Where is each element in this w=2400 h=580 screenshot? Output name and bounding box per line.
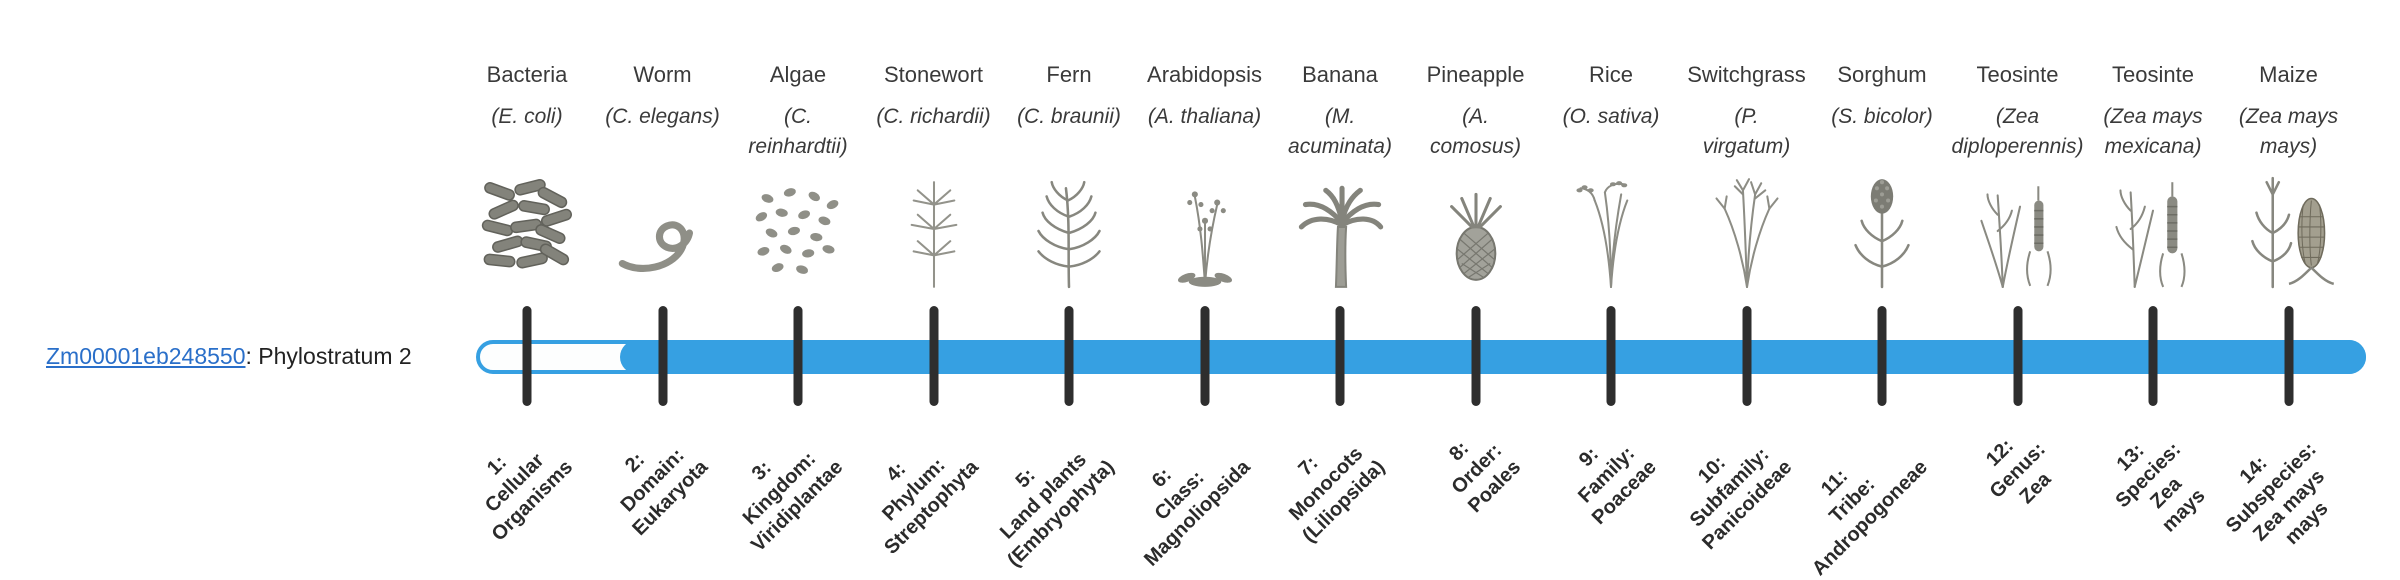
organism-name: Sorghum	[1837, 62, 1927, 87]
organism-name: Fern	[1046, 62, 1092, 87]
teosinte2-icon	[2095, 170, 2211, 292]
phylostratum-tick	[2284, 306, 2293, 406]
organism-name: Banana	[1302, 62, 1378, 87]
organism-name: Algae	[769, 62, 827, 87]
phylostratum-label: 1: Cellular Organisms	[480, 449, 577, 546]
stonewort-icon	[876, 170, 992, 292]
phylostratum-tick	[2013, 306, 2022, 406]
pineapple-icon	[1418, 170, 1534, 292]
maize-icon	[2231, 170, 2347, 292]
phylostratum-tick	[1606, 306, 1616, 406]
worm-icon	[605, 170, 721, 292]
phylostratum-tick	[1877, 306, 1887, 406]
arabidopsis-icon	[1147, 170, 1263, 292]
phylostratum-tick	[929, 306, 938, 406]
phylostratum-label: 14: Subspecies: Zea mays mays	[2221, 438, 2333, 550]
phylostratum-tick	[658, 306, 667, 406]
organism-scientific-name: (Zea mays mexicana)	[2103, 105, 2203, 159]
organism-scientific-name: (C. reinhardtii)	[748, 105, 848, 159]
phylostratum-label: 10: Subfamily: Panicoideae	[1685, 443, 1797, 555]
organism-scientific-name: (A. comosus)	[1429, 105, 1522, 159]
organism-scientific-name: (C. richardii)	[876, 105, 991, 128]
phylostratum-tick	[1742, 306, 1751, 406]
organism-name: Worm	[633, 62, 692, 87]
organism-name: Stonewort	[883, 62, 984, 87]
phylostratum-tick	[793, 306, 803, 406]
organism-name: Teosinte	[1976, 62, 2059, 87]
phylostratum-label: 3: Kingdom: Viridiplantae	[739, 447, 848, 557]
phylostratum-label: 7: Monocots (Liliopsida)	[1285, 442, 1390, 548]
fern-icon	[1011, 170, 1127, 292]
organism-scientific-name: (C. elegans)	[605, 105, 720, 128]
phylostratum-label: 4: Phylum: Streptophyta	[878, 454, 984, 559]
phylostratum-tick	[1471, 306, 1480, 406]
organism-scientific-name: (Zea diploperennis)	[1951, 105, 2084, 159]
phylostratum-tick	[2148, 306, 2158, 406]
organism-scientific-name: (P. virgatum)	[1702, 105, 1791, 159]
rice-icon	[1553, 170, 1669, 292]
phylostrata-track-fill	[620, 340, 2366, 374]
gene-label: Zm00001eb248550: Phylostratum 2	[46, 343, 412, 370]
phylostratum-label: 13: Species: Zea mays	[2111, 438, 2210, 537]
phylostratum-label: 8: Order: Poales	[1445, 437, 1526, 518]
phylostratum-label: 2: Domain: Eukaryota	[616, 444, 713, 541]
phylostratum-tick	[1200, 306, 1209, 406]
algae-icon	[740, 170, 856, 292]
banana-icon	[1282, 170, 1398, 292]
organism-name: Arabidopsis	[1147, 62, 1262, 87]
organism-name: Switchgrass	[1687, 62, 1806, 87]
phylostratum-tick	[522, 306, 532, 406]
organism-scientific-name: (O. sativa)	[1562, 105, 1660, 128]
phylostratum-label: 6: Class: Magnoliopsida	[1139, 456, 1255, 571]
switchgrass-icon	[1689, 170, 1805, 292]
organism-scientific-name: (A. thaliana)	[1147, 105, 1262, 128]
organism-name: Rice	[1588, 62, 1634, 87]
phylostratum-label: 12: Genus: Zea	[1981, 434, 2055, 509]
organism-scientific-name: (E. coli)	[491, 105, 563, 128]
gene-id-link[interactable]: Zm00001eb248550	[46, 343, 246, 369]
organism-scientific-name: (S. bicolor)	[1831, 105, 1933, 128]
organism-name: Pineapple	[1426, 62, 1525, 87]
organism-name: Bacteria	[486, 62, 568, 87]
phylostratum-label: 11: Tribe: Andropogoneae	[1807, 456, 1932, 580]
phylostratum-label: 9: Family: Poaceae	[1573, 442, 1661, 530]
gene-phylostratum-text: : Phylostratum 2	[245, 343, 412, 369]
phylostratum-tick	[1335, 306, 1345, 406]
phylostratum-label: 5: Land plants (Embryophyta)	[995, 448, 1119, 572]
organism-name: Maize	[2259, 62, 2318, 87]
organism-scientific-name: (M. acuminata)	[1288, 105, 1392, 159]
organism-name: Teosinte	[2112, 62, 2194, 87]
phylostratum-tick	[1064, 306, 1074, 406]
bacteria-icon	[469, 170, 585, 292]
sorghum-icon	[1824, 170, 1940, 292]
organism-scientific-name: (Zea mays mays)	[2238, 105, 2339, 159]
organism-scientific-name: (C. braunii)	[1017, 105, 1121, 128]
teosinte-icon	[1960, 170, 2076, 292]
